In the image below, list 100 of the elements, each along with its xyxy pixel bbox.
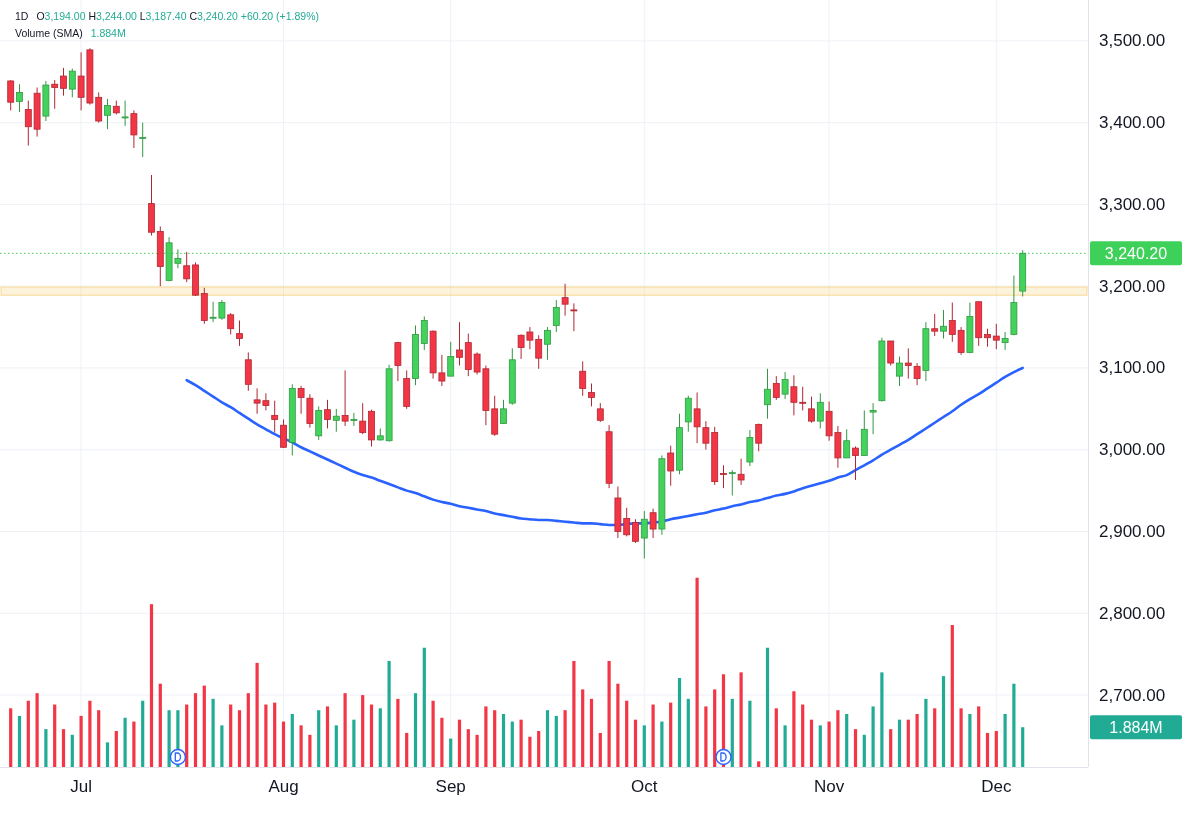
y-tick-label: 3,300.00 bbox=[1099, 194, 1166, 214]
bar bbox=[396, 698, 400, 767]
bar bbox=[748, 700, 752, 767]
candlestick bbox=[649, 508, 657, 539]
candlestick bbox=[183, 251, 191, 283]
bar bbox=[528, 736, 532, 767]
bar bbox=[202, 685, 206, 767]
bar bbox=[264, 704, 268, 767]
bar bbox=[97, 710, 101, 767]
bar bbox=[79, 715, 83, 767]
candlestick bbox=[781, 371, 789, 400]
candlestick bbox=[324, 399, 331, 429]
bar bbox=[581, 689, 585, 767]
bar bbox=[431, 700, 435, 767]
bar bbox=[827, 721, 831, 767]
bar bbox=[158, 683, 162, 767]
candlestick bbox=[904, 347, 912, 380]
bar bbox=[44, 729, 48, 767]
bar bbox=[607, 660, 611, 767]
chart-title: Volume (SMA) bbox=[15, 27, 83, 39]
candlestick bbox=[816, 392, 824, 429]
bar bbox=[545, 710, 550, 767]
bar bbox=[35, 693, 39, 767]
candlestick bbox=[7, 79, 15, 111]
candlestick bbox=[332, 408, 340, 433]
candlestick bbox=[16, 83, 23, 113]
bar bbox=[449, 738, 453, 767]
bar bbox=[677, 678, 682, 767]
bar bbox=[853, 729, 858, 767]
bar bbox=[1012, 683, 1016, 767]
candlestick bbox=[500, 399, 507, 425]
bar bbox=[149, 604, 154, 767]
bar bbox=[862, 734, 866, 767]
bar bbox=[387, 660, 391, 767]
candlestick bbox=[121, 100, 129, 127]
y-tick-label: 2,800.00 bbox=[1099, 603, 1166, 623]
candlestick bbox=[227, 312, 235, 335]
bar bbox=[765, 647, 770, 767]
bar bbox=[713, 689, 717, 767]
candlestick bbox=[561, 283, 569, 317]
x-tick-label: Dec bbox=[981, 776, 1012, 796]
bar bbox=[739, 672, 743, 767]
candlestick bbox=[931, 313, 939, 337]
bar bbox=[633, 719, 638, 767]
bar bbox=[889, 729, 893, 767]
candlestick bbox=[737, 458, 745, 486]
bar bbox=[818, 725, 822, 767]
bar bbox=[17, 715, 22, 767]
bar bbox=[475, 734, 479, 767]
y-tick-label: 3,400.00 bbox=[1099, 113, 1166, 133]
candlestick bbox=[772, 375, 780, 401]
candlestick bbox=[236, 320, 243, 347]
bar bbox=[299, 725, 303, 767]
bar bbox=[220, 725, 224, 767]
bar bbox=[801, 704, 805, 767]
bar bbox=[317, 710, 321, 767]
candlestick bbox=[887, 340, 895, 367]
candlestick bbox=[544, 326, 551, 361]
bar bbox=[871, 706, 875, 767]
bar bbox=[906, 719, 910, 767]
bar bbox=[968, 714, 972, 767]
bar bbox=[510, 721, 514, 767]
bar bbox=[1003, 714, 1007, 767]
bar bbox=[413, 693, 418, 767]
candlestick bbox=[271, 400, 279, 434]
candlestick bbox=[764, 368, 771, 420]
bar bbox=[1021, 727, 1025, 767]
bar bbox=[897, 719, 902, 767]
y-tick-label: 3,100.00 bbox=[1099, 358, 1166, 378]
candlestick bbox=[552, 299, 560, 333]
x-tick-label: Jul bbox=[70, 776, 92, 796]
bar bbox=[141, 700, 145, 767]
candlestick bbox=[588, 383, 595, 407]
bar bbox=[625, 700, 629, 767]
bar bbox=[167, 710, 171, 767]
bar bbox=[281, 721, 286, 767]
bar bbox=[466, 729, 470, 767]
bar bbox=[193, 693, 198, 767]
bar bbox=[686, 698, 690, 767]
candlestick bbox=[104, 98, 111, 130]
bar bbox=[105, 742, 110, 767]
bar bbox=[563, 710, 567, 767]
candlestick bbox=[896, 356, 903, 387]
candlestick bbox=[139, 122, 147, 158]
candlestick bbox=[632, 518, 639, 544]
text: O3,194.00 H3,244.00 L3,187.40 C3,240.20 +60.20 (+1.89%) bbox=[36, 10, 320, 22]
bar bbox=[669, 702, 673, 767]
bar bbox=[598, 732, 602, 767]
bar bbox=[783, 725, 787, 767]
bar bbox=[994, 731, 998, 767]
candlestick bbox=[869, 402, 877, 435]
candlestick bbox=[852, 445, 859, 481]
bar bbox=[237, 710, 242, 767]
bar bbox=[352, 719, 356, 767]
candlestick bbox=[940, 309, 947, 340]
bar bbox=[757, 761, 761, 767]
candlestick bbox=[808, 396, 815, 424]
bar bbox=[880, 672, 884, 767]
bar bbox=[695, 577, 699, 767]
candlestick bbox=[456, 321, 463, 367]
